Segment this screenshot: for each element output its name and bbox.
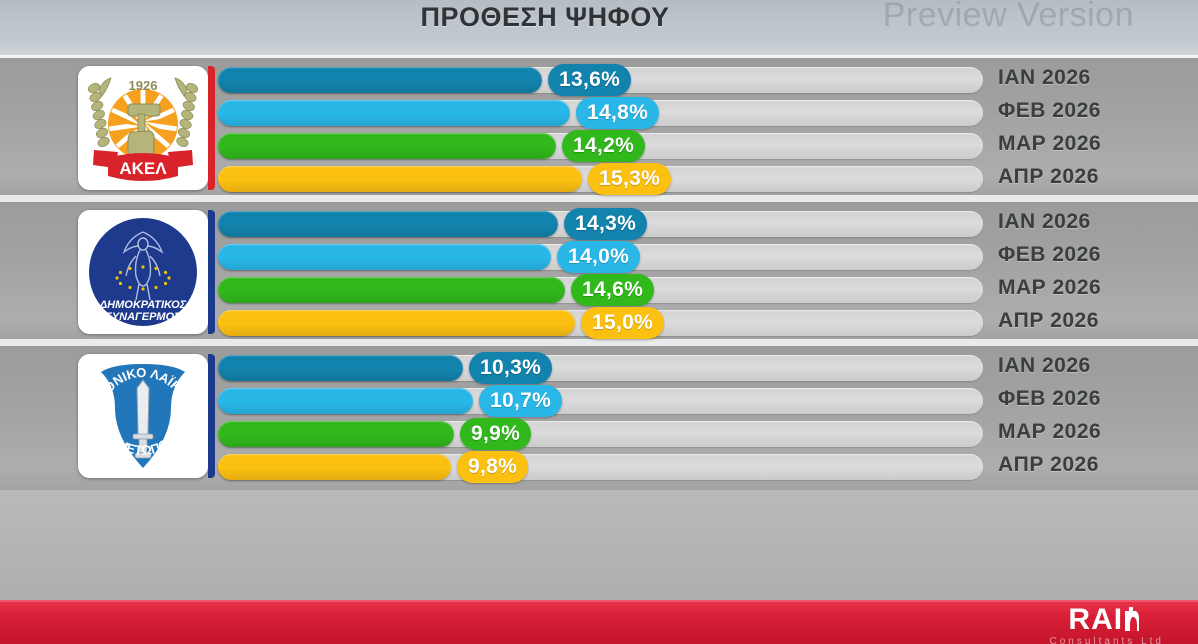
- value-bar[interactable]: [218, 421, 454, 447]
- month-label: ΙΑΝ 2026: [998, 210, 1091, 233]
- bar-row: 10,3% ΙΑΝ 2026: [218, 352, 1198, 385]
- party-accent-stripe: [208, 354, 215, 478]
- value-label: 13,6%: [548, 64, 632, 96]
- value-label: 14,8%: [576, 97, 660, 129]
- value-bar[interactable]: [218, 244, 551, 270]
- value-label: 15,3%: [588, 163, 672, 195]
- party-accent-stripe: [208, 210, 215, 334]
- bar-row: 9,9% ΜΑΡ 2026: [218, 418, 1198, 451]
- elam-logo[interactable]: ΕΘΝΙΚΟ ΛΑΪΚΟ ΜΕΤΩΠΟ: [78, 354, 208, 478]
- party-group: 1926 ΑΚΕΛ 13,6% ΙΑΝ 2026 14,8% ΦΕΒ 2026 14,2…: [0, 58, 1198, 202]
- brand-name-text: RAI: [1068, 603, 1124, 636]
- svg-text:ΜΕΤΩΠΟ: ΜΕΤΩΠΟ: [114, 436, 171, 458]
- svg-text:ΑΚΕΛ: ΑΚΕΛ: [119, 159, 167, 178]
- value-bar[interactable]: [218, 277, 565, 303]
- month-label: ΙΑΝ 2026: [998, 354, 1091, 377]
- value-label: 14,2%: [562, 130, 646, 162]
- bar-row: 15,3% ΑΠΡ 2026: [218, 163, 1198, 196]
- month-label: ΜΑΡ 2026: [998, 420, 1102, 443]
- value-bar[interactable]: [218, 454, 451, 480]
- party-accent-stripe: [208, 66, 215, 190]
- month-label: ΜΑΡ 2026: [998, 132, 1102, 155]
- party-groups-container: 1926 ΑΚΕΛ 13,6% ΙΑΝ 2026 14,8% ΦΕΒ 2026 14,2…: [0, 58, 1198, 582]
- brand-tower-icon: [1123, 605, 1145, 636]
- brand-name: RAI: [1050, 605, 1165, 636]
- bar-rows: 13,6% ΙΑΝ 2026 14,8% ΦΕΒ 2026 14,2% ΜΑΡ 2026 1…: [218, 64, 1198, 196]
- month-label: ΜΑΡ 2026: [998, 276, 1102, 299]
- value-label: 9,8%: [457, 451, 529, 483]
- bar-row: 14,8% ΦΕΒ 2026: [218, 97, 1198, 130]
- header-bar: ΠΡΟΘΕΣΗ ΨΗΦΟΥ: [0, 0, 1198, 58]
- value-label: 10,3%: [469, 352, 553, 384]
- value-bar[interactable]: [218, 133, 556, 159]
- party-group: ΕΘΝΙΚΟ ΛΑΪΚΟ ΜΕΤΩΠΟ 10,3% ΙΑΝ 2026 10,7% ΦΕ…: [0, 346, 1198, 490]
- value-label: 9,9%: [460, 418, 532, 450]
- value-label: 14,0%: [557, 241, 641, 273]
- month-label: ΑΠΡ 2026: [998, 309, 1099, 332]
- month-label: ΦΕΒ 2026: [998, 99, 1101, 122]
- month-label: ΑΠΡ 2026: [998, 165, 1099, 188]
- footer-bar: RAI Consultants Ltd: [0, 600, 1198, 644]
- brand-tagline: Consultants Ltd: [1049, 636, 1164, 644]
- bar-row: 14,3% ΙΑΝ 2026: [218, 208, 1198, 241]
- value-bar[interactable]: [218, 211, 558, 237]
- brand-logo: RAI Consultants Ltd: [1050, 605, 1165, 644]
- month-label: ΙΑΝ 2026: [998, 66, 1091, 89]
- bar-rows: 10,3% ΙΑΝ 2026 10,7% ΦΕΒ 2026 9,9% ΜΑΡ 2026 9,…: [218, 352, 1198, 484]
- bar-row: 14,0% ΦΕΒ 2026: [218, 241, 1198, 274]
- value-label: 14,6%: [571, 274, 655, 306]
- party-group: ΔΗΜΟΚΡΑΤΙΚΟΣ ΣΥΝΑΓΕΡΜΟΣ 14,3% ΙΑΝ 2026 14,…: [0, 202, 1198, 346]
- value-label: 15,0%: [581, 307, 665, 339]
- bar-row: 13,6% ΙΑΝ 2026: [218, 64, 1198, 97]
- value-bar[interactable]: [218, 67, 542, 93]
- bar-row: 9,8% ΑΠΡ 2026: [218, 451, 1198, 484]
- svg-text:ΣΥΝΑΓΕΡΜΟΣ: ΣΥΝΑΓΕΡΜΟΣ: [104, 311, 181, 323]
- month-label: ΦΕΒ 2026: [998, 243, 1101, 266]
- value-bar[interactable]: [218, 166, 582, 192]
- svg-text:ΔΗΜΟΚΡΑΤΙΚΟΣ: ΔΗΜΟΚΡΑΤΙΚΟΣ: [99, 299, 187, 311]
- value-bar[interactable]: [218, 310, 575, 336]
- month-label: ΦΕΒ 2026: [998, 387, 1101, 410]
- month-label: ΑΠΡ 2026: [998, 453, 1099, 476]
- bar-row: 10,7% ΦΕΒ 2026: [218, 385, 1198, 418]
- bar-rows: 14,3% ΙΑΝ 2026 14,0% ΦΕΒ 2026 14,6% ΜΑΡ 2026 1…: [218, 208, 1198, 340]
- bar-row: 14,2% ΜΑΡ 2026: [218, 130, 1198, 163]
- value-bar[interactable]: [218, 388, 473, 414]
- bar-row: 15,0% ΑΠΡ 2026: [218, 307, 1198, 340]
- value-bar[interactable]: [218, 100, 570, 126]
- value-bar[interactable]: [218, 355, 463, 381]
- page-title: ΠΡΟΘΕΣΗ ΨΗΦΟΥ: [420, 2, 670, 32]
- akel-logo[interactable]: 1926 ΑΚΕΛ: [78, 66, 208, 190]
- value-label: 14,3%: [564, 208, 648, 240]
- svg-text:1926: 1926: [129, 78, 158, 93]
- bar-row: 14,6% ΜΑΡ 2026: [218, 274, 1198, 307]
- disy-logo[interactable]: ΔΗΜΟΚΡΑΤΙΚΟΣ ΣΥΝΑΓΕΡΜΟΣ: [78, 210, 208, 334]
- value-label: 10,7%: [479, 385, 563, 417]
